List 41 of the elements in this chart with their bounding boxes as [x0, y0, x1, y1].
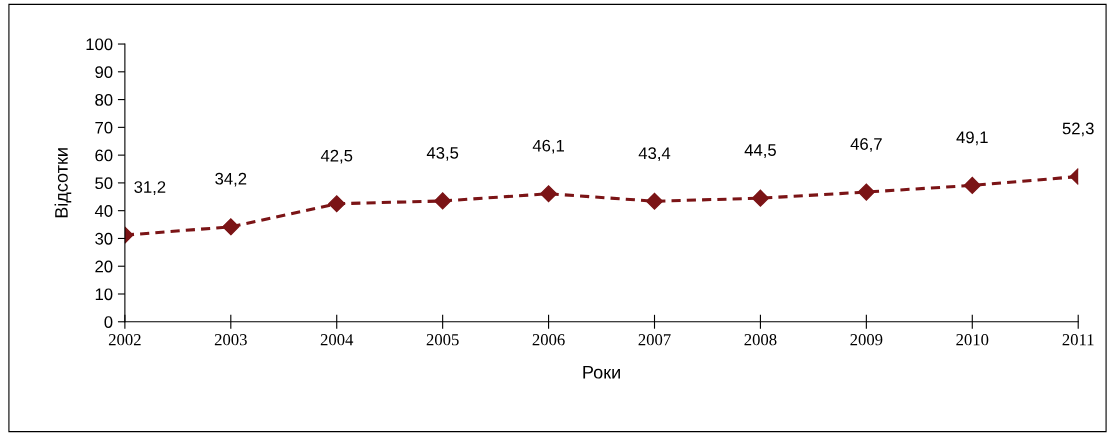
data-label: 43,5	[426, 146, 459, 161]
y-tick-label: 60	[95, 149, 113, 162]
data-label: 43,4	[638, 147, 671, 162]
point	[751, 189, 769, 207]
y-tick-label: 70	[95, 121, 113, 134]
x-tick-label: 2005	[426, 334, 459, 346]
x-tick-label: 2010	[956, 334, 989, 346]
point	[540, 185, 558, 203]
x-tick-label: 2011	[1062, 334, 1094, 346]
y-tick-label: 30	[95, 232, 113, 245]
data-label: 49,1	[956, 131, 988, 146]
x-tick-label: 2002	[108, 334, 141, 346]
y-tick-label: 100	[86, 38, 113, 51]
point	[645, 192, 664, 210]
y-tick-label: 10	[95, 288, 113, 301]
point	[328, 195, 346, 213]
y-tick-label: 40	[94, 205, 113, 217]
x-tick-label: 2004	[320, 334, 354, 346]
data-label: 42,5	[320, 149, 353, 164]
point	[434, 192, 452, 210]
y-tick-label: 20	[95, 260, 113, 273]
point	[857, 183, 875, 201]
data-label: 34,2	[215, 172, 247, 187]
data-label: 46,1	[532, 139, 564, 154]
x-tick-label: 2003	[214, 334, 247, 346]
y-tick-label: 80	[95, 93, 113, 106]
data-label: 31,2	[134, 181, 166, 195]
data-label: 46,7	[850, 138, 882, 152]
y-axis-title: Відсотки	[54, 148, 72, 218]
x-tick-label: 2006	[532, 334, 565, 346]
data-label: 52,3	[1062, 122, 1094, 137]
point	[963, 176, 981, 194]
point	[222, 218, 240, 236]
x-axis-title: Роки	[583, 366, 620, 379]
x-tick-label: 2007	[638, 334, 671, 346]
x-tick-label: 2009	[850, 334, 883, 346]
y-tick-label: 0	[104, 316, 113, 328]
y-tick-label: 90	[95, 66, 113, 79]
x-tick-label: 2008	[744, 334, 777, 346]
y-tick-label: 50	[95, 177, 113, 190]
data-label: 44,5	[744, 144, 776, 158]
